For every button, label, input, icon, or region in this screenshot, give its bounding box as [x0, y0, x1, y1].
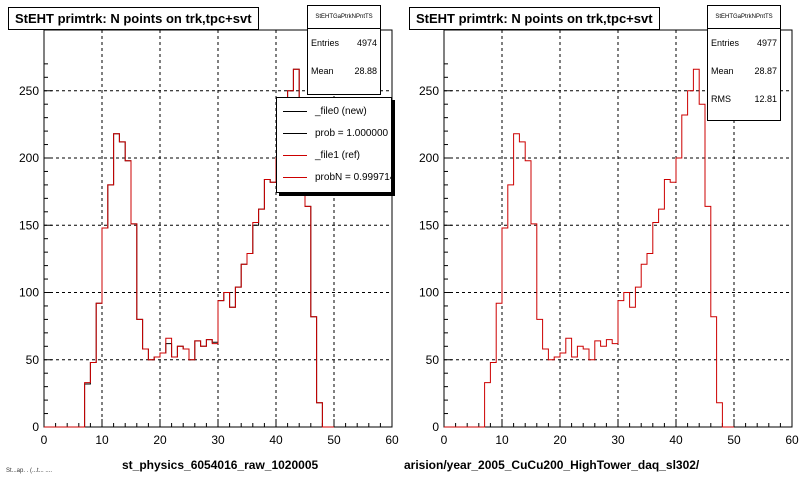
x-tick-label: 50	[727, 433, 741, 447]
stats-row-mean: Mean 28.87	[708, 57, 780, 85]
legend-swatch	[283, 110, 307, 112]
x-tick-label: 60	[785, 433, 799, 447]
stats-row-rms: RMS 12.81	[708, 85, 780, 113]
stats-label: Entries	[311, 38, 340, 48]
y-tick-label: 100	[19, 286, 39, 300]
stats-value: 28.87	[754, 66, 777, 76]
y-tick-label: 100	[419, 286, 439, 300]
stats-value: 4977	[756, 38, 777, 48]
stats-label: Entries	[711, 38, 740, 48]
y-tick-label: 0	[32, 420, 39, 434]
y-tick-label: 50	[26, 353, 40, 367]
stats-row-mean: Mean 28.88	[308, 57, 380, 85]
x-tick-label: 40	[269, 433, 283, 447]
x-tick-label: 20	[153, 433, 167, 447]
legend-entry: _file1 (ref)	[277, 144, 391, 166]
legend-swatch	[283, 154, 307, 156]
stats-box-left: StEHTGaPtrkNPntTS Entries 4974 Mean 28.8…	[307, 5, 381, 95]
legend-label: prob = 1.000000	[315, 127, 389, 139]
stats-row-entries: Entries 4974	[308, 29, 380, 57]
stats-label: RMS	[711, 94, 731, 104]
x-tick-label: 30	[211, 433, 225, 447]
y-tick-label: 250	[419, 84, 439, 98]
y-tick-label: 250	[19, 84, 39, 98]
x-axis-label-left: st_physics_6054016_raw_1020005	[122, 458, 319, 472]
x-tick-label: 10	[95, 433, 109, 447]
y-tick-label: 150	[19, 218, 39, 232]
x-tick-label: 0	[41, 433, 48, 447]
stats-box-right: StEHTGaPtrkNPntTS Entries 4977 Mean 28.8…	[707, 5, 781, 121]
legend-label: _file0 (new)	[315, 105, 367, 117]
x-tick-label: 0	[441, 433, 448, 447]
stats-header: StEHTGaPtrkNPntTS	[308, 6, 380, 29]
legend-swatch	[283, 176, 307, 178]
x-tick-label: 40	[669, 433, 683, 447]
histogram-series	[444, 68, 734, 428]
y-tick-label: 50	[426, 353, 440, 367]
x-tick-label: 30	[611, 433, 625, 447]
legend-box: _file0 (new) prob = 1.000000 _file1 (ref…	[276, 97, 392, 193]
legend-entry: probN = 0.999714	[277, 166, 391, 188]
x-tick-label: 10	[495, 433, 509, 447]
chart-title-left: StEHT primtrk: N points on trk,tpc+svt	[8, 7, 259, 30]
y-tick-label: 0	[432, 420, 439, 434]
legend-entry: prob = 1.000000	[277, 122, 391, 144]
stats-row-entries: Entries 4977	[708, 29, 780, 57]
y-tick-label: 200	[419, 151, 439, 165]
stats-label: Mean	[711, 66, 734, 76]
stats-value: 28.88	[354, 66, 377, 76]
stats-label: Mean	[311, 66, 334, 76]
x-axis-label-right: arision/year_2005_CuCu200_HighTower_daq_…	[404, 458, 700, 472]
stats-value: 12.81	[754, 94, 777, 104]
legend-label: probN = 0.999714	[315, 171, 391, 183]
stats-header: StEHTGaPtrkNPntTS	[708, 6, 780, 29]
y-tick-label: 150	[419, 218, 439, 232]
x-tick-label: 50	[327, 433, 341, 447]
stats-value: 4974	[356, 38, 377, 48]
y-tick-label: 200	[19, 151, 39, 165]
chart-title-right: StEHT primtrk: N points on trk,tpc+svt	[409, 7, 660, 30]
x-tick-label: 20	[553, 433, 567, 447]
x-tick-label: 60	[385, 433, 399, 447]
legend-swatch	[283, 132, 307, 134]
legend-label: _file1 (ref)	[315, 149, 361, 161]
legend-entry: _file0 (new)	[277, 100, 391, 122]
footer-text: St...ap. . (...t... ....	[6, 468, 53, 474]
